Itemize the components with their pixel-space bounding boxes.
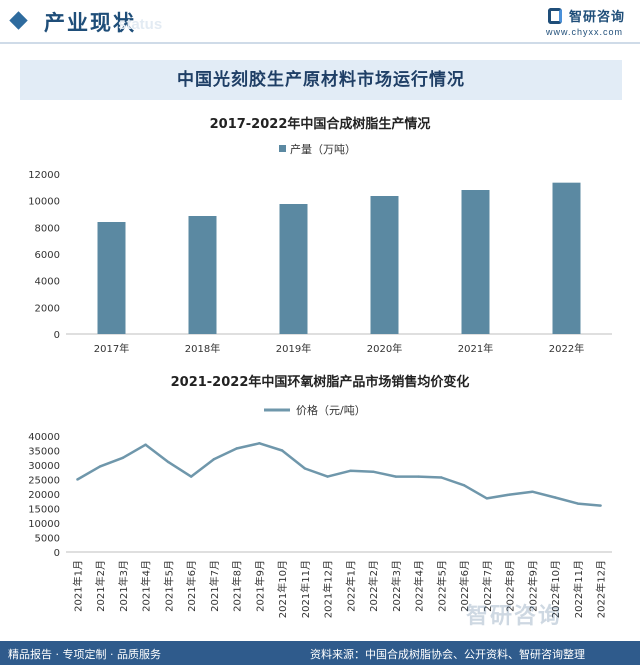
line-x-tick-label: 2022年11月 [572, 560, 585, 618]
line-x-tick-label: 2021年11月 [299, 560, 312, 618]
price-point [280, 449, 284, 452]
price-point [417, 475, 420, 478]
bar-y-tick-label: 0 [54, 330, 60, 341]
bar-x-tick-label: 2017年 [94, 342, 129, 355]
price-point [349, 469, 352, 472]
footer-source: 资料来源：中国合成树脂协会、公开资料、智研咨询整理 [310, 648, 585, 661]
line-y-tick-label: 5000 [35, 534, 60, 545]
bar [279, 204, 308, 334]
bar-chart-title: 2017-2022年中国合成树脂生产情况 [210, 116, 431, 132]
price-point [371, 470, 375, 473]
price-point [167, 460, 170, 464]
line-x-tick-label: 2022年1月 [344, 560, 357, 612]
price-point [303, 467, 307, 470]
price-series-line [76, 442, 601, 507]
price-point [121, 456, 125, 459]
line-x-tick-label: 2022年2月 [367, 560, 380, 612]
price-point [485, 497, 489, 500]
line-x-tick-label: 2022年3月 [390, 560, 403, 612]
source-watermark: 智研咨询 [466, 604, 563, 629]
price-point [508, 493, 511, 496]
price-point [76, 478, 79, 481]
bar-x-tick-label: 2018年 [185, 342, 220, 355]
bar-y-tick-label: 8000 [35, 223, 60, 234]
bar-x-tick-label: 2019年 [276, 342, 311, 355]
line-x-tick-label: 2022年7月 [481, 560, 494, 612]
price-point [553, 496, 557, 499]
page-title: 产业现状 [44, 11, 136, 35]
bar-legend-label: 产量（万吨） [290, 142, 356, 156]
price-point [326, 475, 329, 478]
line-x-tick-label: 2021年2月 [94, 560, 107, 612]
bar-legend-swatch [279, 145, 286, 152]
line-x-tick-label: 2021年4月 [140, 560, 153, 612]
line-x-tick-label: 2021年10月 [276, 560, 289, 618]
line-y-tick-label: 30000 [28, 461, 60, 472]
price-point [531, 490, 534, 493]
bar [461, 190, 490, 334]
footer-bar: 精品报告 · 专项定制 · 品质服务 资料来源：中国合成树脂协会、公开资料、智研… [0, 641, 640, 665]
line-x-tick-label: 2021年1月 [71, 560, 84, 612]
footer-slogan: 精品报告 · 专项定制 · 品质服务 [8, 648, 161, 661]
price-point [189, 475, 193, 478]
bar-y-tick-label: 12000 [28, 170, 60, 181]
price-point [212, 458, 216, 461]
line-y-tick-label: 35000 [28, 447, 60, 458]
bar-y-tick-label: 4000 [35, 277, 60, 288]
header-divider [0, 42, 640, 44]
price-point [440, 476, 443, 479]
line-x-tick-label: 2022年6月 [458, 560, 471, 612]
price-point [576, 502, 580, 505]
header-bar: 产业现状 status 智研咨询 www.chyxx.com [0, 0, 640, 44]
bar-x-tick-label: 2021年 [458, 342, 493, 355]
line-y-tick-label: 0 [54, 548, 60, 559]
bar [188, 216, 217, 334]
line-chart-title: 2021-2022年中国环氧树脂产品市场销售均价变化 [171, 374, 470, 390]
line-y-tick-label: 10000 [28, 519, 60, 530]
line-x-tick-label: 2022年12月 [595, 560, 608, 618]
line-x-tick-label: 2022年10月 [549, 560, 562, 618]
line-x-tick-label: 2022年4月 [413, 560, 426, 612]
bar-y-tick-label: 6000 [35, 250, 60, 261]
logo-name: 智研咨询 [569, 10, 626, 25]
bar-x-tick-label: 2020年 [367, 342, 402, 355]
line-legend-label: 价格（元/吨） [296, 403, 366, 417]
price-point [235, 447, 238, 450]
line-y-tick-label: 20000 [28, 490, 60, 501]
price-point [394, 475, 398, 478]
bar [552, 182, 581, 334]
line-x-tick-label: 2021年7月 [208, 560, 221, 612]
price-point [144, 443, 147, 446]
line-x-tick-label: 2021年9月 [253, 560, 266, 612]
line-x-tick-label: 2022年5月 [435, 560, 448, 612]
line-x-tick-label: 2021年3月 [117, 560, 130, 612]
logo-url[interactable]: www.chyxx.com [546, 27, 624, 37]
line-y-tick-label: 40000 [28, 432, 60, 443]
line-y-tick-label: 25000 [28, 476, 60, 487]
line-y-tick-label: 15000 [28, 505, 60, 516]
price-point [462, 484, 466, 487]
bar-y-tick-label: 2000 [35, 303, 60, 314]
price-point [98, 465, 102, 468]
bar-y-tick-label: 10000 [28, 197, 60, 208]
bar-x-tick-label: 2022年 [549, 342, 584, 355]
price-point [599, 504, 602, 507]
line-x-tick-label: 2022年8月 [504, 560, 517, 612]
section-banner: 中国光刻胶生产原材料市场运行情况 [20, 60, 622, 100]
bar [370, 196, 399, 334]
header-watermark: status [118, 16, 163, 33]
line-x-tick-label: 2021年12月 [322, 560, 335, 618]
line-x-tick-label: 2021年8月 [231, 560, 244, 612]
bar [97, 222, 126, 334]
banner-title: 中国光刻胶生产原材料市场运行情况 [177, 70, 465, 90]
price-point [258, 442, 261, 445]
logo-icon [548, 8, 562, 24]
line-x-tick-label: 2022年9月 [526, 560, 539, 612]
line-x-tick-label: 2021年5月 [162, 560, 175, 612]
line-x-tick-label: 2021年6月 [185, 560, 198, 612]
